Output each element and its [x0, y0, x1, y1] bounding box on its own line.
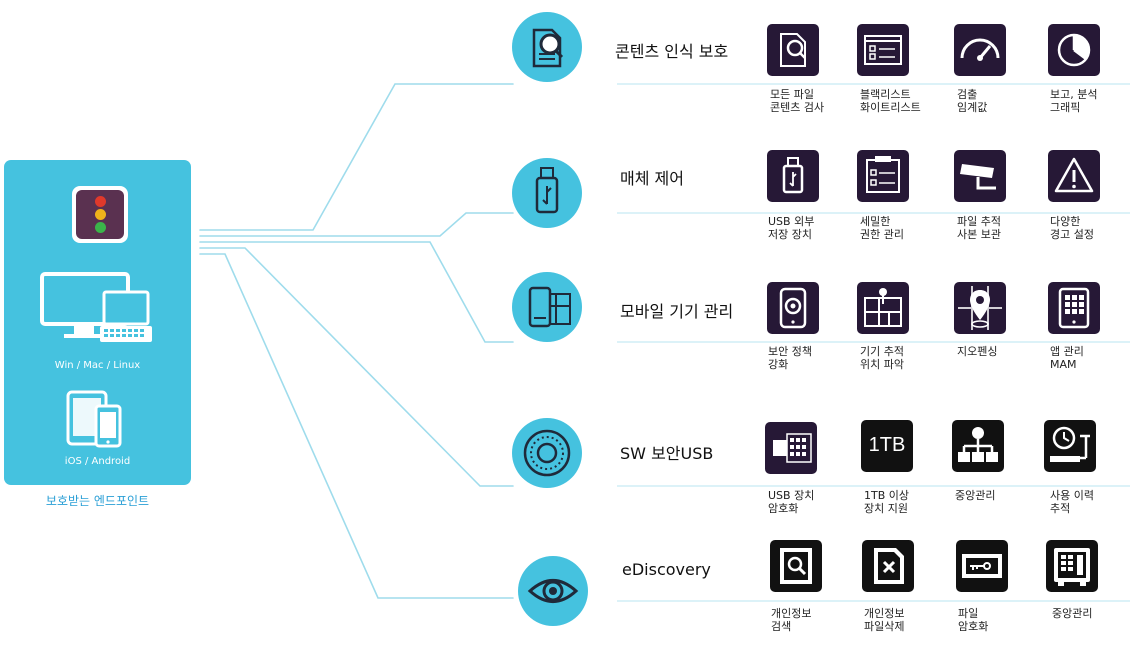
caption-4-2: 1TB 이상 장치 지원: [864, 489, 910, 515]
caption-1-1: 모든 파일 콘텐츠 검사: [770, 88, 825, 114]
caption-3-1: 보안 정책 강화: [768, 345, 812, 371]
ediscovery-circle: [518, 556, 588, 626]
secure-usb-circle: [512, 418, 582, 488]
geofence-pin-icon: [954, 282, 1006, 334]
caption-5-4: 중앙관리: [1052, 607, 1093, 620]
gauge-icon: [954, 24, 1006, 76]
camera-track-icon: [954, 150, 1006, 202]
delete-document-icon: [862, 540, 914, 592]
feature-title-mobile: 모바일 기기 관리: [620, 302, 734, 321]
caption-4-1: USB 장치 암호화: [768, 489, 815, 515]
eye-icon: [527, 579, 579, 603]
caption-5-3: 파일 암호화: [958, 607, 989, 633]
caption-5-2: 개인정보 파일삭제: [864, 607, 905, 633]
caption-2-1: USB 외부 저장 장치: [768, 215, 815, 241]
endpoint-panel: Win / Mac / Linux iOS / Android: [4, 160, 191, 485]
feature-title-content: 콘텐츠 인식 보호: [615, 42, 729, 61]
app-grid-icon: [1048, 282, 1100, 334]
safe-icon: [1046, 540, 1098, 592]
content-protection-circle: [512, 12, 582, 82]
caption-3-3: 지오펜싱: [957, 345, 998, 358]
mobile-management-circle: [512, 272, 582, 342]
map-pin-icon: [857, 282, 909, 334]
document-search-icon: [767, 24, 819, 76]
connector-line-2: [199, 212, 514, 237]
usb-drive-icon: [767, 150, 819, 202]
connector-line-1: [199, 83, 514, 231]
caption-1-4: 보고, 분석 그래픽: [1050, 88, 1098, 114]
usb-stick-icon: [535, 167, 559, 214]
1tb-label: 1TB: [868, 434, 906, 456]
list-checkbox-icon: [857, 24, 909, 76]
connector-line-3: [199, 241, 514, 343]
encrypted-usb-icon: [765, 422, 817, 474]
mobile-os-label: iOS / Android: [64, 456, 131, 467]
document-magnifier-icon: [532, 28, 564, 68]
desktop-os-label: Win / Mac / Linux: [54, 360, 141, 371]
caption-4-3: 중앙관리: [955, 489, 996, 502]
pie-chart-icon: [1048, 24, 1100, 76]
feature-title-media: 매체 제어: [620, 169, 684, 188]
caption-1-2: 블랙리스트 화이트리스트: [860, 88, 921, 114]
1tb-icon: 1TB: [861, 420, 913, 472]
caption-2-4: 다양한 경고 설정: [1050, 215, 1094, 241]
connector-line-5: [199, 253, 514, 599]
hierarchy-icon: [952, 420, 1004, 472]
caption-1-3: 검출 임계값: [957, 88, 988, 114]
search-document-icon: [770, 540, 822, 592]
feature-title-ediscovery: eDiscovery: [622, 560, 711, 579]
phone-map-icon: [528, 286, 571, 328]
dial-lock-icon: [523, 429, 571, 477]
caption-2-3: 파일 추적 사본 보관: [957, 215, 1001, 241]
caption-5-1: 개인정보 검색: [771, 607, 812, 633]
permission-form-icon: [857, 150, 909, 202]
caption-2-2: 세밀한 권한 관리: [860, 215, 904, 241]
feature-title-sw-usb: SW 보안USB: [620, 444, 714, 463]
tablet-phone-icon: [66, 390, 122, 448]
traffic-light-icon: [72, 186, 128, 243]
file-key-icon: [956, 540, 1008, 592]
media-control-circle: [512, 158, 582, 228]
caption-4-4: 사용 이력 추적: [1050, 489, 1094, 515]
desktop-laptop-icon: [40, 272, 152, 342]
protected-endpoints-caption: 보호받는 엔드포인트: [45, 494, 150, 508]
caption-3-4: 앱 관리 MAM: [1050, 345, 1084, 371]
phone-lock-icon: [767, 282, 819, 334]
clock-history-icon: [1044, 420, 1096, 472]
caption-3-2: 기기 추적 위치 파악: [860, 345, 904, 371]
warning-icon: [1048, 150, 1100, 202]
connector-line-4: [199, 247, 514, 487]
